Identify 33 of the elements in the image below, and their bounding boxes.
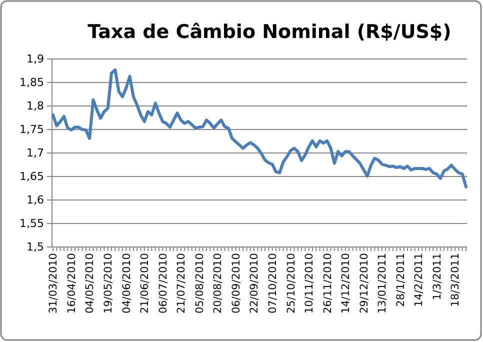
x-tick-label: 05/08/2010 <box>194 253 206 314</box>
x-tick-label: 20/08/2010 <box>212 253 224 314</box>
x-tick-label: 1/3/2011 <box>431 253 444 300</box>
y-tick-label: 1,65 <box>20 170 44 184</box>
y-tick-label: 1,5 <box>26 240 44 254</box>
x-tick-label: 04/05/2010 <box>84 253 96 314</box>
x-tick-label: 28/1/2011 <box>394 253 407 307</box>
y-tick-label: 1,7 <box>26 146 44 160</box>
x-tick-label: 19/05/2010 <box>102 253 114 314</box>
x-tick-label: 21/06/2010 <box>139 253 152 314</box>
x-tick-label: 13/01/2011 <box>376 253 389 314</box>
y-tick-label: 1,6 <box>26 194 44 207</box>
x-tick-label: 26/11/2010 <box>322 253 334 314</box>
chart-title: Taxa de Câmbio Nominal (R$/US$) <box>88 21 452 43</box>
y-tick-label: 1,9 <box>26 52 44 66</box>
x-tick-label: 25/10/2010 <box>285 253 298 314</box>
x-tick-label: 21/07/2010 <box>176 253 188 314</box>
x-tick-label: 31/03/2010 <box>48 253 60 314</box>
y-tick-label: 1,85 <box>20 76 44 90</box>
x-tick-label: 18/3/2011 <box>450 253 462 307</box>
y-tick-label: 1,8 <box>26 100 44 113</box>
x-tick-label: 06/07/2010 <box>157 253 170 314</box>
y-tick-label: 1,55 <box>20 217 44 230</box>
x-tick-label: 16/04/2010 <box>66 253 78 314</box>
x-tick-label: 14/12/2010 <box>340 253 352 314</box>
y-tick-label: 1,75 <box>20 123 44 136</box>
x-tick-label: 14/2/2011 <box>413 253 426 307</box>
x-tick-label: 22/09/2010 <box>248 253 261 314</box>
x-tick-label: 29/12/2010 <box>358 253 370 314</box>
x-tick-label: 04/06/2010 <box>120 253 133 314</box>
x-tick-label: 10/11/2010 <box>304 253 316 314</box>
x-tick-label: 07/10/2010 <box>266 253 279 314</box>
x-tick-label: 06/09/2010 <box>230 253 242 314</box>
